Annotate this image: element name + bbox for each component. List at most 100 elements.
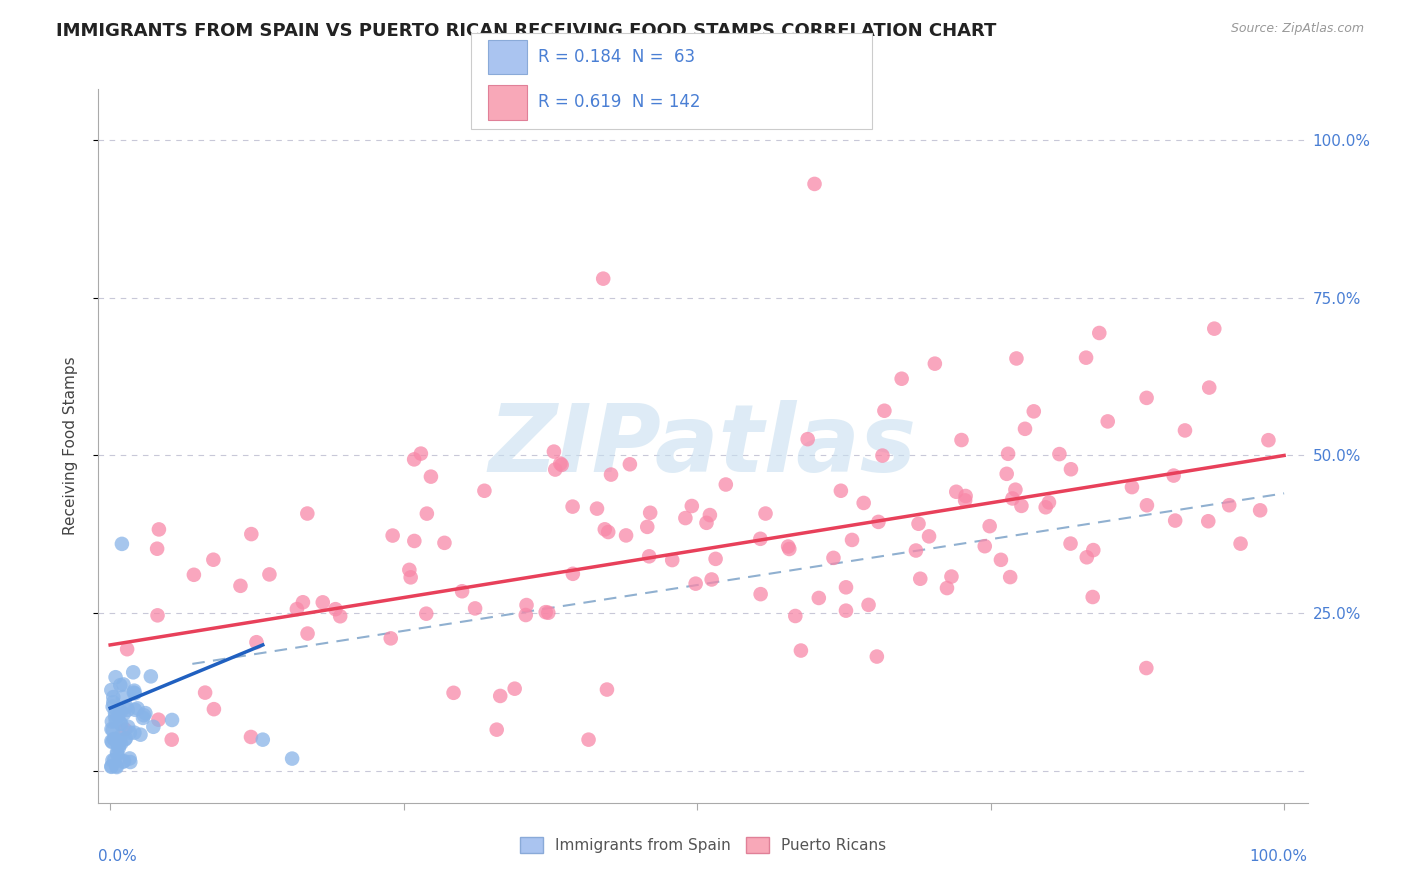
Point (890, 372, 912, 386)
Point (543, 444, 565, 458)
Point (807, 591, 830, 605)
Point (118, 725, 141, 739)
Point (101, 735, 124, 749)
Point (112, 706, 135, 721)
Point (1204, 321, 1226, 335)
Point (681, 499, 703, 513)
Point (1035, 500, 1057, 515)
Point (578, 732, 600, 747)
Point (868, 515, 890, 529)
Point (110, 705, 132, 719)
Point (464, 601, 486, 615)
Point (281, 751, 304, 765)
Point (515, 598, 537, 612)
Point (1174, 424, 1197, 438)
Point (108, 732, 131, 747)
Point (1164, 514, 1187, 528)
Point (1136, 498, 1159, 512)
Point (105, 759, 128, 773)
Point (105, 746, 128, 760)
Point (534, 605, 557, 619)
Point (823, 550, 845, 565)
Point (1229, 536, 1251, 550)
Point (127, 701, 149, 715)
Point (110, 729, 132, 743)
Point (1014, 422, 1036, 436)
Point (1257, 433, 1279, 447)
Point (503, 681, 526, 696)
Text: 100.0%: 100.0% (1250, 849, 1308, 864)
Point (122, 665, 145, 680)
Point (714, 477, 737, 491)
Point (110, 717, 132, 731)
Point (433, 536, 456, 550)
Point (380, 632, 402, 646)
Point (110, 736, 132, 750)
Point (112, 754, 135, 768)
Point (924, 357, 946, 371)
Point (1047, 447, 1070, 461)
Point (111, 537, 134, 551)
Point (146, 541, 169, 556)
Point (404, 452, 426, 467)
Point (291, 595, 314, 609)
Point (104, 732, 127, 747)
Point (803, 177, 825, 191)
Point (1083, 543, 1105, 558)
Point (790, 643, 813, 657)
Point (619, 457, 641, 471)
Point (1135, 661, 1157, 675)
Point (778, 541, 800, 556)
Point (614, 528, 637, 542)
Point (194, 685, 217, 699)
Point (918, 529, 941, 543)
Point (1074, 351, 1097, 365)
Point (835, 604, 858, 618)
Point (101, 753, 124, 767)
Point (110, 716, 132, 731)
Point (325, 602, 347, 616)
Point (134, 706, 156, 720)
Point (474, 483, 496, 498)
Point (146, 608, 169, 623)
Point (592, 271, 614, 285)
Point (129, 728, 152, 742)
Text: IMMIGRANTS FROM SPAIN VS PUERTO RICAN RECEIVING FOOD STAMPS CORRELATION CHART: IMMIGRANTS FROM SPAIN VS PUERTO RICAN RE… (56, 22, 997, 40)
Point (104, 706, 127, 720)
Point (596, 682, 619, 697)
Point (515, 607, 537, 622)
Point (1218, 498, 1240, 512)
Point (183, 567, 205, 582)
Point (1001, 491, 1024, 506)
Point (1059, 536, 1081, 550)
Point (945, 484, 967, 499)
Point (104, 714, 127, 729)
Point (785, 609, 807, 624)
Point (973, 539, 995, 553)
Point (1088, 326, 1111, 340)
Point (704, 552, 727, 566)
Point (202, 552, 225, 566)
Point (941, 569, 963, 583)
Text: 0.0%: 0.0% (98, 849, 138, 864)
Point (112, 677, 135, 691)
Point (132, 711, 155, 725)
Point (297, 626, 319, 640)
Point (990, 553, 1012, 567)
Point (124, 686, 146, 700)
Point (399, 570, 422, 584)
Point (1097, 414, 1119, 428)
Point (117, 703, 139, 717)
Point (105, 747, 128, 762)
Point (907, 516, 929, 531)
Point (239, 730, 262, 744)
Point (229, 579, 252, 593)
Point (419, 469, 441, 483)
Point (451, 584, 474, 599)
Point (139, 669, 162, 683)
Point (120, 755, 142, 769)
Point (600, 467, 623, 482)
Point (148, 523, 170, 537)
Point (415, 607, 437, 621)
Text: R = 0.184  N =  63: R = 0.184 N = 63 (538, 48, 696, 66)
